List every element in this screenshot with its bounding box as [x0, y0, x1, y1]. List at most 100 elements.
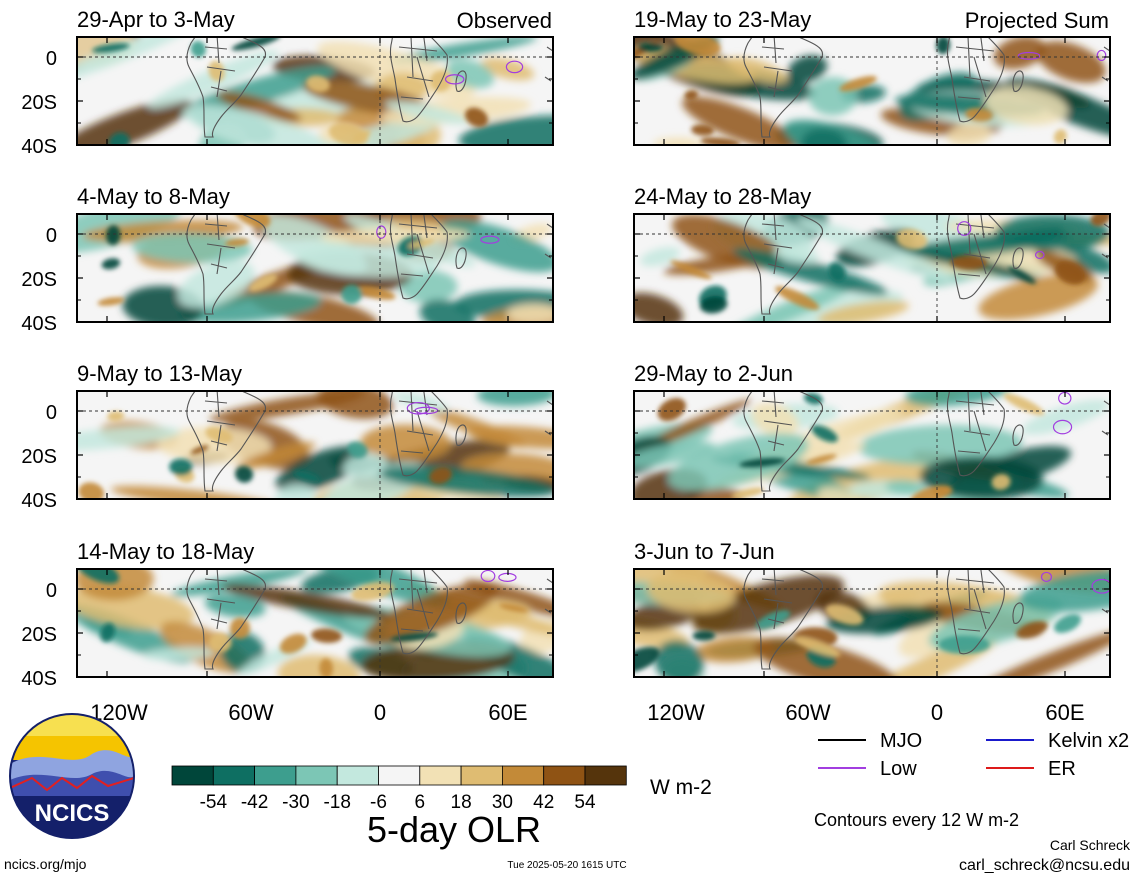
panel-title: 3-Jun to 7-Jun	[634, 539, 775, 564]
panel-title: 14-May to 18-May	[77, 539, 254, 564]
colorbar-label: -42	[241, 792, 268, 813]
colorbar-swatch	[171, 765, 214, 786]
projected-label: Projected Sum	[965, 8, 1109, 33]
colorbar-label: -30	[282, 792, 309, 813]
low-contour	[505, 60, 524, 74]
low-contour	[480, 235, 500, 244]
colorbar-swatch	[501, 765, 545, 786]
colorbar-label: 54	[574, 792, 596, 813]
panel-title: 24-May to 28-May	[634, 184, 811, 209]
olr-anomaly-field	[634, 391, 1109, 499]
low-contour	[480, 569, 496, 583]
website-link[interactable]: ncics.org/mjo	[4, 856, 87, 872]
panel-left-3: 14-May to 18-May	[76, 539, 554, 678]
lat-tick-label: 40S	[21, 313, 57, 335]
panel-frame	[633, 213, 1111, 323]
lat-tick-label: 40S	[21, 136, 57, 158]
panel-right-1: 24-May to 28-May	[633, 184, 1111, 323]
lon-tick-label: 60W	[228, 700, 273, 725]
low-contour	[444, 74, 465, 85]
panel-frame	[76, 568, 554, 678]
panel-frame	[633, 36, 1111, 146]
lon-tick-label: 0	[374, 700, 386, 725]
colorbar-swatch	[336, 765, 379, 786]
logo-text: NCICS	[35, 800, 110, 827]
panel-right-2: 29-May to 2-Jun	[633, 361, 1111, 500]
panel-frame	[633, 390, 1111, 500]
colorbar-units: W m-2	[650, 776, 712, 799]
low-contour	[1017, 51, 1041, 60]
lon-tick-label: 60W	[785, 700, 830, 725]
ncics-logo: NCICS	[9, 713, 135, 839]
legend-er-label: ER	[1048, 758, 1076, 780]
chart-title: 5-day OLR	[367, 809, 541, 850]
colorbar-label: 6	[415, 792, 426, 813]
lon-tick-label: 120W	[647, 700, 705, 725]
colorbar-swatch	[295, 765, 338, 786]
lat-tick-label: 20S	[21, 92, 57, 114]
panel-title: 29-May to 2-Jun	[634, 361, 793, 386]
panel-title: 4-May to 8-May	[77, 184, 230, 209]
panel-right-0: 19-May to 23-May Projected Sum	[633, 7, 1111, 146]
panel-left-0: 29-Apr to 3-May Observed	[76, 7, 554, 146]
low-contour	[1052, 419, 1073, 435]
observed-label: Observed	[457, 8, 552, 33]
author-name: Carl Schreck	[1050, 837, 1131, 853]
legend-kelvin-label: Kelvin x2	[1048, 730, 1129, 752]
colorbar-swatch	[378, 765, 421, 786]
lon-tick-label: 60E	[1045, 700, 1084, 725]
lat-tick-label: 0	[46, 580, 57, 602]
legend-mjo-label: MJO	[880, 730, 922, 752]
lat-tick-label: 20S	[21, 269, 57, 291]
low-contour	[376, 225, 387, 239]
low-contour	[1091, 578, 1110, 594]
low-contour	[414, 406, 439, 415]
olr-anomaly-field	[77, 391, 553, 499]
colorbar-swatch	[212, 765, 256, 786]
low-contour	[1040, 571, 1053, 583]
panel-frame	[76, 390, 554, 500]
low-contour	[406, 401, 430, 415]
lon-tick-label: 0	[931, 700, 943, 725]
colorbar-swatch	[254, 765, 297, 786]
low-contour	[1096, 49, 1107, 62]
panel-title: 9-May to 13-May	[77, 361, 242, 386]
author-email: carl_schreck@ncsu.edu	[959, 857, 1130, 874]
colorbar-swatch	[543, 765, 586, 786]
colorbar-label: -18	[323, 792, 350, 813]
panel-frame	[76, 36, 554, 146]
colorbar-label: 18	[451, 792, 472, 813]
contours-note: Contours every 12 W m-2	[814, 810, 1019, 830]
lat-tick-label: 0	[46, 48, 57, 70]
panel-right-3: 3-Jun to 7-Jun	[633, 539, 1111, 678]
colorbar: -54 -42 -30 -18 -6 6 18 30 42 54 W m-2 5-day OLR	[171, 765, 712, 850]
panel-title: 29-Apr to 3-May	[77, 7, 235, 32]
legend: MJO Low Kelvin x2 ER	[818, 730, 1129, 780]
colorbar-label: -6	[370, 792, 387, 813]
colorbar-label: -54	[200, 792, 228, 813]
colorbar-swatch	[460, 765, 503, 786]
lat-tick-label: 0	[46, 402, 57, 424]
lat-tick-label: 40S	[21, 668, 57, 690]
olr-anomaly-field	[634, 37, 1110, 145]
panel-left-1: 4-May to 8-May	[76, 184, 554, 323]
panel-left-2: 9-May to 13-May	[76, 361, 554, 500]
colorbar-label: 30	[492, 792, 513, 813]
colorbar-swatch	[584, 765, 627, 786]
panel-frame	[633, 568, 1111, 678]
lat-tick-label: 40S	[21, 490, 57, 512]
olr-anomaly-field	[634, 569, 1110, 677]
lat-tick-label: 20S	[21, 446, 57, 468]
panel-title: 19-May to 23-May	[634, 7, 811, 32]
colorbar-swatch	[419, 765, 462, 786]
lon-tick-label: 60E	[488, 700, 527, 725]
low-contour	[957, 221, 972, 236]
lat-tick-label: 0	[46, 225, 57, 247]
legend-low-label: Low	[880, 758, 917, 780]
timestamp: Tue 2025-05-20 1615 UTC	[507, 860, 626, 871]
panel-frame	[76, 213, 554, 323]
low-contour	[1034, 250, 1045, 260]
lat-tick-label: 20S	[21, 624, 57, 646]
olr-anomaly-field	[77, 569, 553, 677]
